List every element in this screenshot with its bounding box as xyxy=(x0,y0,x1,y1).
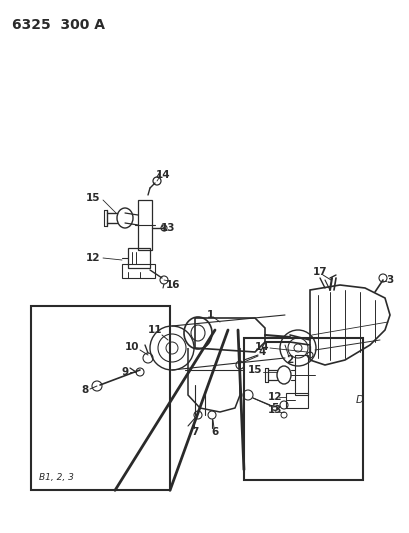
Bar xyxy=(31,306,170,490)
Text: 17: 17 xyxy=(312,267,326,277)
Text: 9: 9 xyxy=(121,367,128,377)
Text: 13: 13 xyxy=(267,405,281,415)
Text: B1, 2, 3: B1, 2, 3 xyxy=(39,473,74,482)
Bar xyxy=(243,338,362,480)
Text: 12: 12 xyxy=(85,253,100,263)
Text: 6325  300 A: 6325 300 A xyxy=(12,18,105,32)
Text: 10: 10 xyxy=(124,342,139,352)
Text: 7: 7 xyxy=(191,427,198,437)
Text: 14: 14 xyxy=(254,342,269,352)
Text: 13: 13 xyxy=(160,223,175,233)
Text: 6: 6 xyxy=(211,427,218,437)
Text: 16: 16 xyxy=(165,280,180,290)
Text: 11: 11 xyxy=(147,325,162,335)
Text: 3: 3 xyxy=(385,275,393,285)
Text: 2: 2 xyxy=(285,355,293,365)
Text: D: D xyxy=(355,395,363,405)
Text: 12: 12 xyxy=(267,392,281,402)
Text: 1: 1 xyxy=(206,310,213,320)
Text: 8: 8 xyxy=(81,385,88,395)
Text: 14: 14 xyxy=(155,170,170,180)
Text: 15: 15 xyxy=(247,365,262,375)
Text: 15: 15 xyxy=(85,193,100,203)
Text: 5: 5 xyxy=(271,403,278,413)
Text: 4: 4 xyxy=(258,347,265,357)
